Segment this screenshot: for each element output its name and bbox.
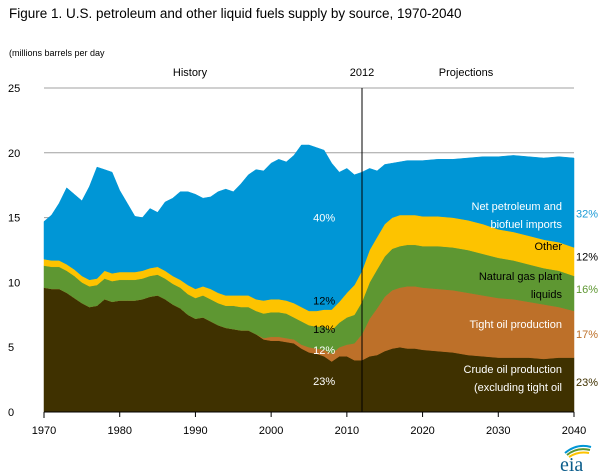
- share-2012-label: 13%: [313, 324, 335, 336]
- projections-label: Projections: [439, 67, 494, 79]
- series-label: Crude oil production: [464, 364, 562, 376]
- y-tick-label: 0: [8, 407, 14, 419]
- area-series-4: [43, 144, 575, 312]
- share-2012-label: 12%: [313, 345, 335, 357]
- series-label: biofuel imports: [490, 219, 562, 231]
- series-label: Net petroleum and: [472, 201, 563, 213]
- history-projection-divider: 2012 History Projections: [173, 67, 494, 412]
- stacked-areas: [43, 144, 575, 413]
- share-2040-label: 12%: [576, 251, 598, 263]
- divider-year-label: 2012: [350, 67, 374, 79]
- share-2012-label: 40%: [313, 213, 335, 225]
- x-tick-label: 2010: [335, 425, 359, 437]
- share-2040-label: 23%: [576, 377, 598, 389]
- x-tick-label: 2020: [410, 425, 434, 437]
- share-2012-label: 23%: [313, 376, 335, 388]
- series-label: Natural gas plant: [479, 271, 562, 283]
- share-2040-label: 32%: [576, 209, 598, 221]
- x-tick-label: 1990: [183, 425, 207, 437]
- y-tick-label: 25: [8, 83, 20, 95]
- y-tick-label: 5: [8, 342, 14, 354]
- series-label: (excluding tight oil: [474, 382, 562, 394]
- axes: 0 5 10 15 20 25 1970 1980 1990 2000 2010 2020 2030 20…: [8, 83, 586, 437]
- share-2040-label: 16%: [576, 284, 598, 296]
- chart-labels: 40% 12% 13% 12% 23% Net petroleum and biofuel …: [313, 201, 598, 394]
- share-2012-label: 12%: [313, 296, 335, 308]
- series-label: Tight oil production: [469, 319, 562, 331]
- share-2040-label: 17%: [576, 329, 598, 341]
- y-tick-label: 10: [8, 277, 20, 289]
- y-tick-label: 15: [8, 213, 20, 225]
- series-label: liquids: [531, 289, 563, 301]
- x-tick-label: 2030: [486, 425, 510, 437]
- x-tick-label: 1970: [32, 425, 56, 437]
- chart-title: Figure 1. U.S. petroleum and other liqui…: [9, 6, 462, 21]
- x-tick-label: 2040: [562, 425, 586, 437]
- y-axis-units-label: (millions barrels per day: [9, 48, 105, 58]
- history-label: History: [173, 67, 208, 79]
- x-tick-label: 1980: [107, 425, 131, 437]
- eia-logo-text: eia: [560, 454, 583, 473]
- eia-logo-icon: eia: [560, 444, 592, 473]
- y-tick-label: 20: [8, 148, 20, 160]
- series-label: Other: [534, 241, 562, 253]
- x-tick-label: 2000: [259, 425, 283, 437]
